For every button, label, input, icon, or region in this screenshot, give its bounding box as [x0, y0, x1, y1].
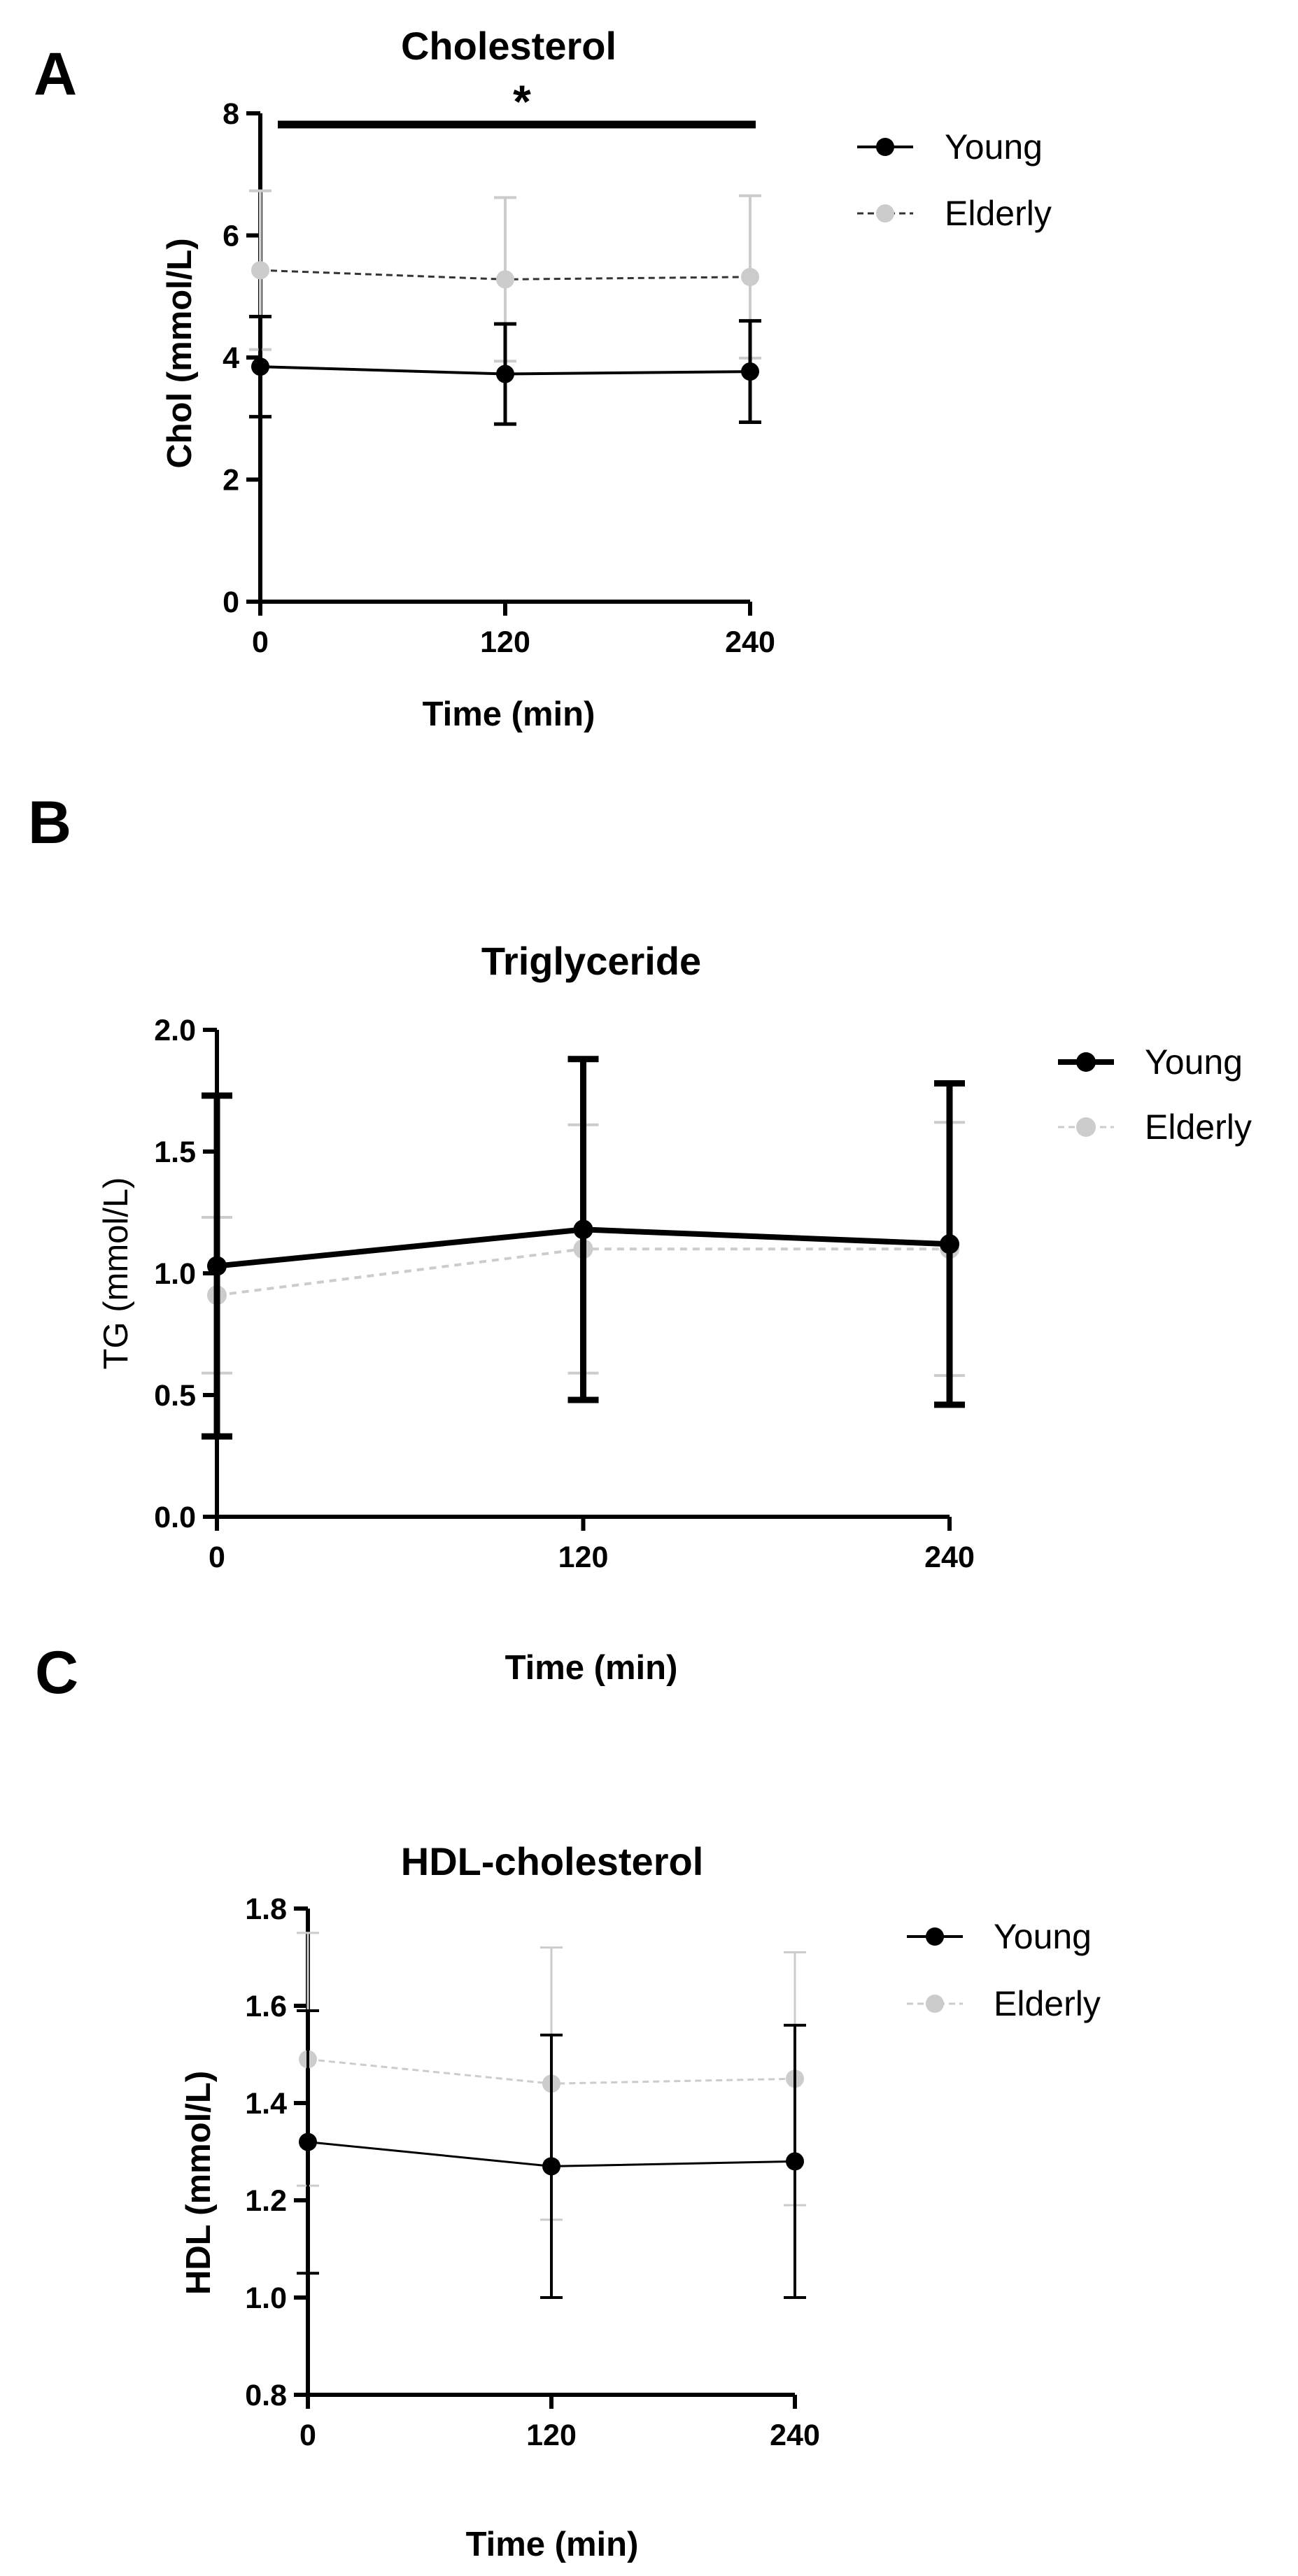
legend-marker: [876, 138, 894, 156]
y-axis-label: TG (mmol/L): [97, 1177, 135, 1370]
chart-title: Cholesterol: [401, 24, 616, 68]
x-axis-label: Time (min): [423, 695, 595, 733]
x-tick-label: 240: [770, 2419, 820, 2452]
data-point: [741, 362, 759, 381]
y-tick-label: 6: [223, 220, 239, 253]
chart-title: HDL-cholesterol: [401, 1839, 704, 1883]
legend-item-young: Young: [857, 127, 1043, 167]
legend-marker: [1076, 1117, 1096, 1137]
legend-marker: [1076, 1052, 1096, 1072]
y-tick-label: 4: [223, 341, 239, 375]
legend-label: Elderly: [945, 194, 1052, 233]
x-tick-label: 240: [924, 1541, 975, 1574]
data-point: [573, 1219, 593, 1240]
y-tick-label: 1.0: [245, 2281, 287, 2315]
legend-item-elderly: Elderly: [857, 194, 1052, 233]
data-point: [251, 358, 269, 376]
legend-item-young: Young: [1058, 1042, 1243, 1082]
x-axis-label: Time (min): [505, 1649, 678, 1687]
data-point: [496, 270, 514, 289]
legend-item-elderly: Elderly: [1058, 1107, 1252, 1147]
legend-item-elderly: Elderly: [907, 1984, 1101, 2023]
x-tick-label: 240: [725, 625, 775, 659]
legend-label: Elderly: [994, 1984, 1101, 2023]
y-tick-label: 2.0: [154, 1014, 196, 1047]
y-tick-label: 0.5: [154, 1379, 196, 1413]
y-tick-label: 1.8: [245, 1892, 287, 1926]
legend-marker: [876, 204, 894, 222]
x-tick-label: 0: [299, 2419, 316, 2452]
legend-label: Elderly: [1145, 1107, 1252, 1147]
triglyceride-panel: B Triglyceride TG (mmol/L) Time (min) 0.…: [28, 789, 1252, 1687]
data-point: [496, 365, 514, 383]
data-point: [786, 2152, 804, 2171]
y-tick-label: 8: [223, 97, 239, 131]
hdl-cholesterol-panel: C HDL-cholesterol HDL (mmol/L) Time (min…: [35, 1639, 1101, 2563]
series-young: [297, 2009, 806, 2299]
y-tick-label: 1.6: [245, 1990, 287, 2023]
legend-label: Young: [945, 127, 1043, 167]
y-tick-label: 1.2: [245, 2184, 287, 2218]
y-tick-label: 1.5: [154, 1135, 196, 1169]
legend-marker: [926, 1927, 944, 1946]
cholesterol-panel: A Cholesterol * Chol (mmol/L) Time (min)…: [34, 24, 1052, 733]
x-tick-label: 0: [252, 625, 269, 659]
series-young: [249, 315, 761, 426]
significance-star: *: [513, 76, 531, 127]
legend-label: Young: [994, 1917, 1092, 1956]
panel-letter-a: A: [34, 41, 77, 108]
data-point: [741, 267, 759, 286]
legend-item-young: Young: [907, 1917, 1092, 1956]
y-axis-label: Chol (mmol/L): [161, 238, 199, 468]
x-tick-label: 120: [480, 625, 530, 659]
data-point: [299, 2132, 317, 2151]
data-point: [940, 1234, 959, 1254]
y-tick-label: 2: [223, 464, 239, 497]
y-axis-label: HDL (mmol/L): [180, 2071, 218, 2295]
data-point: [251, 261, 269, 280]
y-tick-label: 0.8: [245, 2379, 287, 2412]
x-tick-label: 120: [526, 2419, 577, 2452]
series-young: [202, 1056, 965, 1440]
y-tick-label: 1.4: [245, 2087, 287, 2121]
y-tick-label: 0.0: [154, 1501, 196, 1534]
chart-title: Triglyceride: [481, 939, 701, 983]
panel-letter-c: C: [35, 1639, 78, 1706]
x-axis-label: Time (min): [466, 2526, 639, 2563]
legend-label: Young: [1145, 1042, 1243, 1082]
y-tick-label: 0: [223, 586, 239, 619]
legend-marker: [926, 1995, 944, 2013]
y-tick-label: 1.0: [154, 1257, 196, 1291]
panel-letter-b: B: [28, 789, 71, 856]
x-tick-label: 120: [558, 1541, 609, 1574]
data-point: [542, 2157, 560, 2176]
x-tick-label: 0: [209, 1541, 225, 1574]
data-point: [207, 1256, 227, 1276]
